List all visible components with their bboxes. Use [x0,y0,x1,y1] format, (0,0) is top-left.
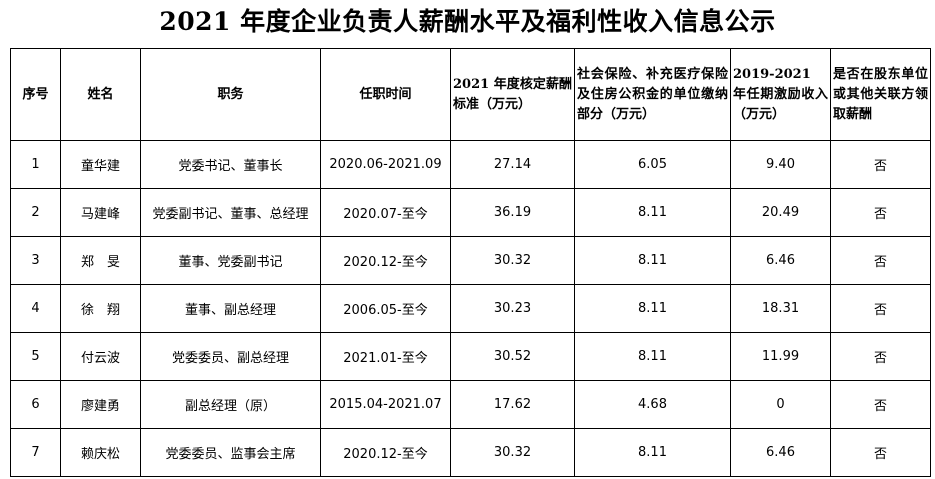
cell-position: 董事、党委副书记 [140,236,321,285]
cell-tenure: 2006.05-至今 [320,284,451,333]
cell-incentive: 6.46 [730,428,831,477]
cell-index: 7 [10,428,61,477]
cell-tenure: 2020.12-至今 [320,428,451,477]
table-row: 7 赖庆松 党委委员、监事会主席 2020.12-至今 30.32 8.11 6… [10,428,931,477]
header-salary-text: 2021 年度核定薪酬标准（万元） [453,76,572,112]
page-title: 2021 年度企业负责人薪酬水平及福利性收入信息公示 [159,7,776,36]
table-row: 5 付云波 党委委员、副总经理 2021.01-至今 30.52 8.11 11… [10,332,931,381]
cell-incentive: 11.99 [730,332,831,381]
cell-incentive: 18.31 [730,284,831,333]
cell-index: 1 [10,140,61,189]
cell-index: 6 [10,380,61,429]
header-other-pay: 是否在股东单位或其他关联方领取薪酬 [830,48,931,141]
cell-tenure: 2020.12-至今 [320,236,451,285]
header-row: 序号 姓名 职务 任职时间 2021 年度核定薪酬标准（万元） 社会保险、补充医… [10,48,931,141]
cell-name: 童华建 [60,140,141,189]
disclosure-table: 序号 姓名 职务 任职时间 2021 年度核定薪酬标准（万元） 社会保险、补充医… [10,48,931,477]
cell-other-pay: 否 [830,332,931,381]
table-row: 4 徐 翔 董事、副总经理 2006.05-至今 30.23 8.11 18.3… [10,284,931,333]
cell-incentive: 6.46 [730,236,831,285]
cell-incentive: 20.49 [730,188,831,237]
cell-insurance: 8.11 [574,236,731,285]
cell-index: 3 [10,236,61,285]
cell-insurance: 6.05 [574,140,731,189]
table-row: 3 郑 旻 董事、党委副书记 2020.12-至今 30.32 8.11 6.4… [10,236,931,285]
header-insurance: 社会保险、补充医疗保险及住房公积金的单位缴纳部分（万元） [574,48,731,141]
cell-incentive: 0 [730,380,831,429]
cell-incentive: 9.40 [730,140,831,189]
cell-name: 付云波 [60,332,141,381]
cell-salary: 30.23 [450,284,575,333]
header-salary: 2021 年度核定薪酬标准（万元） [450,48,575,141]
cell-tenure: 2021.01-至今 [320,332,451,381]
cell-salary: 30.52 [450,332,575,381]
cell-salary: 17.62 [450,380,575,429]
cell-salary: 30.32 [450,428,575,477]
cell-other-pay: 否 [830,284,931,333]
cell-other-pay: 否 [830,428,931,477]
cell-tenure: 2020.07-至今 [320,188,451,237]
cell-other-pay: 否 [830,380,931,429]
cell-position: 党委委员、副总经理 [140,332,321,381]
cell-tenure: 2020.06-2021.09 [320,140,451,189]
cell-salary: 36.19 [450,188,575,237]
cell-insurance: 8.11 [574,188,731,237]
cell-insurance: 8.11 [574,332,731,381]
cell-salary: 27.14 [450,140,575,189]
cell-name: 郑 旻 [60,236,141,285]
header-incentive: 2019-2021 年任期激励收入（万元） [730,48,831,141]
cell-salary: 30.32 [450,236,575,285]
cell-other-pay: 否 [830,236,931,285]
cell-index: 4 [10,284,61,333]
cell-tenure: 2015.04-2021.07 [320,380,451,429]
cell-insurance: 4.68 [574,380,731,429]
header-other-pay-text: 是否在股东单位或其他关联方领取薪酬 [833,66,928,122]
table-row: 6 廖建勇 副总经理（原） 2015.04-2021.07 17.62 4.68… [10,380,931,429]
cell-name: 徐 翔 [60,284,141,333]
cell-index: 2 [10,188,61,237]
table-row: 2 马建峰 党委副书记、董事、总经理 2020.07-至今 36.19 8.11… [10,188,931,237]
cell-position: 党委委员、监事会主席 [140,428,321,477]
cell-position: 董事、副总经理 [140,284,321,333]
cell-position: 党委副书记、董事、总经理 [140,188,321,237]
cell-insurance: 8.11 [574,284,731,333]
cell-name: 马建峰 [60,188,141,237]
header-incentive-text: 2019-2021 年任期激励收入（万元） [733,66,828,122]
cell-index: 5 [10,332,61,381]
header-tenure: 任职时间 [320,48,451,141]
cell-name: 赖庆松 [60,428,141,477]
header-position: 职务 [140,48,321,141]
header-insurance-text: 社会保险、补充医疗保险及住房公积金的单位缴纳部分（万元） [577,66,728,122]
cell-position: 党委书记、董事长 [140,140,321,189]
header-name: 姓名 [60,48,141,141]
cell-insurance: 8.11 [574,428,731,477]
cell-other-pay: 否 [830,188,931,237]
table-row: 1 童华建 党委书记、董事长 2020.06-2021.09 27.14 6.0… [10,140,931,189]
cell-name: 廖建勇 [60,380,141,429]
header-index: 序号 [10,48,61,141]
cell-position: 副总经理（原） [140,380,321,429]
cell-other-pay: 否 [830,140,931,189]
